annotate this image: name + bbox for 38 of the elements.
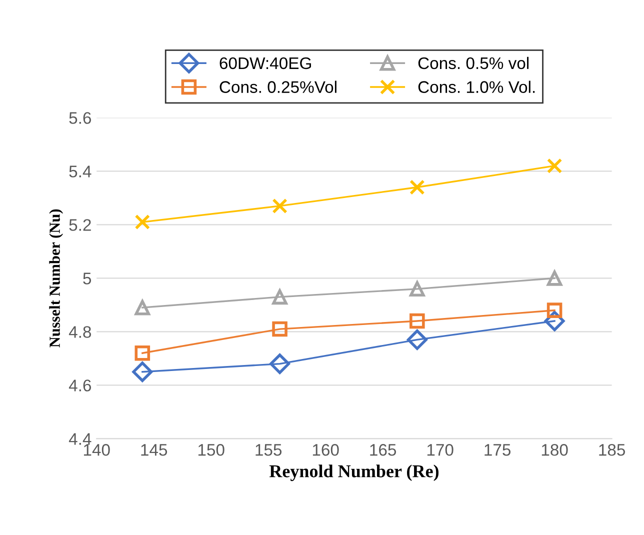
y-tick-label: 4.4 [68, 433, 92, 445]
x-tick-label: 170 [427, 444, 454, 456]
legend-label: Cons. 0.25%Vol [220, 80, 336, 93]
x-axis-title: Reynold Number (Re) [269, 464, 438, 482]
point [134, 345, 150, 361]
point [134, 214, 150, 230]
y-tick-label: 5.6 [69, 112, 92, 124]
x-tick-label: 145 [141, 444, 168, 456]
point [410, 281, 425, 297]
point [270, 354, 290, 374]
point [546, 270, 562, 286]
point [546, 158, 562, 174]
x-tick-label: 140 [84, 444, 110, 456]
y-tick-label: 5 [83, 272, 92, 284]
x-tick-label: 175 [484, 444, 511, 456]
point [132, 362, 153, 382]
y-tick-label: 4.8 [68, 326, 92, 338]
legend-label: 60DW:40EG [220, 57, 311, 70]
point [134, 300, 150, 316]
point [546, 302, 562, 318]
y-tick-label: 4.6 [68, 380, 92, 392]
point [272, 289, 288, 305]
point [410, 313, 425, 329]
x-tick-label: 180 [542, 444, 568, 456]
x-tick-label: 150 [198, 444, 224, 456]
y-axis-title: Nusselt Number (Nu) [49, 209, 64, 348]
y-tick-label: 5.2 [69, 219, 91, 231]
point [410, 180, 425, 195]
x-tick-label: 155 [256, 444, 282, 456]
legend-label: Cons. 1.0% Vol. [418, 80, 535, 93]
legend-label: Cons. 0.5% vol [418, 56, 529, 70]
x-tick-label: 165 [370, 444, 396, 456]
x-tick-label: 185 [599, 444, 626, 456]
point [272, 198, 288, 214]
point [406, 329, 428, 350]
y-tick-label: 5.4 [69, 166, 92, 178]
x-tick-label: 160 [312, 444, 339, 456]
point [272, 321, 288, 337]
